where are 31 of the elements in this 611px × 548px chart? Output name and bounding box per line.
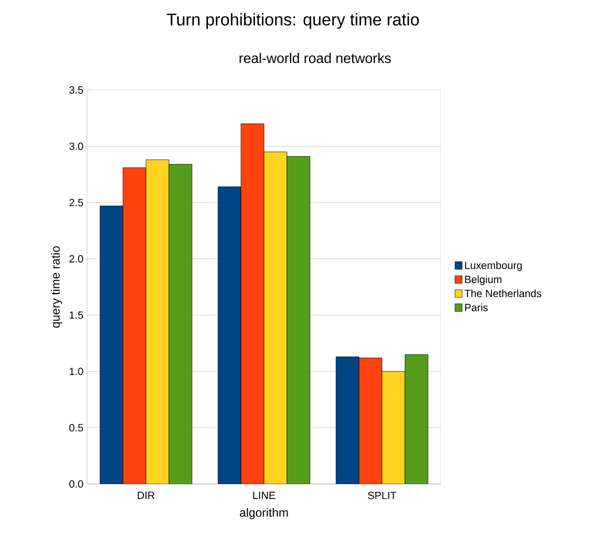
y-tick-label: 0.0 (69, 480, 84, 488)
x-tick-label: SPLIT (368, 492, 396, 500)
legend-label: The Netherlands (464, 289, 542, 298)
bar (382, 371, 406, 484)
x-axis-title: algorithm (240, 508, 288, 520)
y-tick-label: 0.5 (69, 424, 84, 432)
x-tick-label: DIR (138, 492, 155, 499)
y-tick-label: 1.5 (70, 311, 84, 319)
bar (240, 124, 264, 484)
y-tick-label: 2.0 (69, 255, 84, 263)
legend-label: Belgium (465, 275, 502, 286)
bar (100, 206, 124, 484)
bar (404, 354, 428, 484)
bar (168, 164, 192, 484)
bar (218, 186, 242, 484)
bar (122, 167, 146, 484)
bar (286, 156, 310, 484)
legend-label: Paris (465, 304, 488, 312)
bar (336, 356, 360, 484)
chart-subtitle: real-world road networks (240, 52, 391, 64)
bar (358, 358, 382, 484)
y-axis-title: query time ratio (50, 246, 62, 328)
y-tick-label: 3.5 (69, 86, 84, 94)
y-tick-label: 1.0 (70, 368, 84, 376)
y-tick-label: 2.5 (69, 198, 84, 206)
y-tick-label: 3.0 (69, 142, 84, 150)
legend-label: Luxembourg (465, 261, 522, 272)
bar (264, 152, 288, 484)
x-tick-label: LINE (253, 492, 276, 499)
bar (146, 160, 170, 484)
chart-title: Turn prohibitions: query time ratio (166, 13, 419, 29)
